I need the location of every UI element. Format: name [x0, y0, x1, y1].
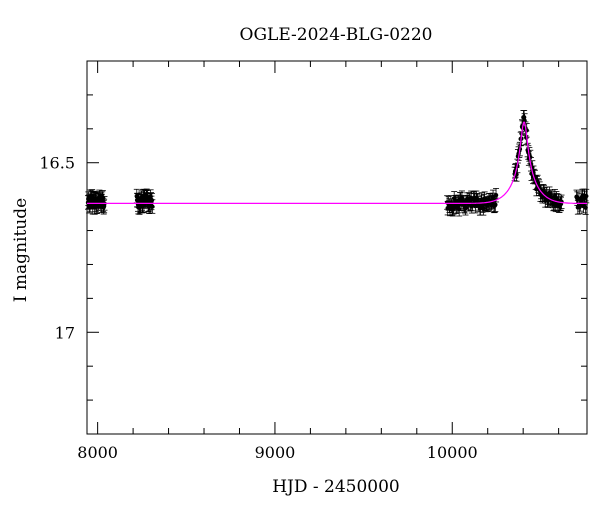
- chart-title: OGLE-2024-BLG-0220: [240, 25, 433, 45]
- x-tick-label: 9000: [255, 443, 296, 462]
- x-tick-label: 10000: [427, 443, 478, 462]
- data-point: [149, 199, 156, 214]
- x-axis-ticks: 8000 9000 10000: [77, 61, 560, 462]
- x-axis-label: HJD - 2450000: [272, 477, 400, 497]
- y-axis-label: I magnitude: [11, 198, 31, 302]
- y-tick-label: 16.5: [39, 154, 75, 173]
- y-tick-label: 17: [55, 323, 75, 342]
- model-curve: [87, 121, 587, 204]
- y-axis-ticks: 16.5 17: [39, 94, 587, 435]
- plot-frame: [86, 60, 588, 435]
- data-points: [85, 110, 590, 217]
- x-tick-label: 8000: [77, 443, 118, 462]
- plot-border: [86, 60, 588, 435]
